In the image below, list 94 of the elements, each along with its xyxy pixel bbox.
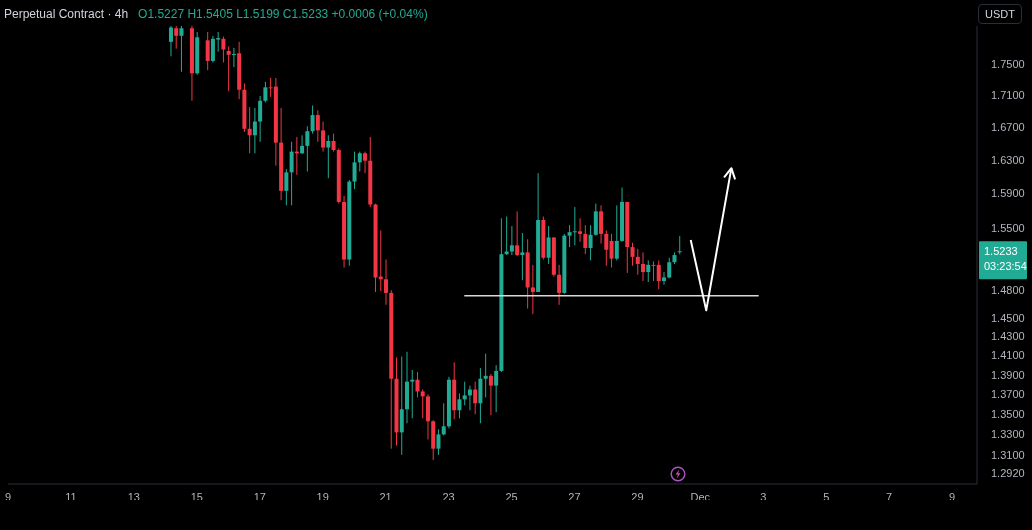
candlestick — [593, 203, 598, 237]
y-tick-label: 1.6300 — [991, 153, 1025, 166]
candlestick — [578, 217, 583, 243]
y-tick-label: 1.4300 — [991, 330, 1025, 343]
candlestick — [635, 248, 640, 276]
candlestick — [483, 353, 488, 398]
candlestick — [530, 264, 535, 315]
candlestick — [646, 259, 651, 283]
y-tick-label: 1.6700 — [991, 121, 1025, 134]
candlestick — [363, 151, 368, 174]
y-tick-label: 1.3100 — [991, 448, 1025, 461]
candlestick — [252, 107, 257, 154]
candlestick — [515, 210, 520, 257]
x-tick-label: 5 — [823, 490, 830, 503]
x-tick-label: 7 — [886, 490, 893, 503]
y-tick-label: 1.4100 — [991, 349, 1025, 362]
candlestick — [557, 264, 562, 306]
candlestick — [420, 388, 425, 419]
candlestick — [221, 36, 226, 63]
candlestick — [399, 356, 404, 456]
candlestick — [572, 206, 577, 246]
candlestick — [441, 402, 446, 436]
candlestick — [614, 204, 619, 261]
candlestick — [352, 151, 357, 190]
x-tick-label: 13 — [127, 490, 140, 503]
y-tick-label: 1.5500 — [991, 221, 1025, 234]
candlestick — [310, 105, 315, 135]
chart-subtitle: O1.5227 H1.5405 L1.5199 C1.5233 +0.0006 (+0.04%) — [138, 7, 428, 21]
candlestick — [599, 204, 604, 245]
candlestick — [630, 242, 635, 267]
y-tick-label: 1.2920 — [991, 467, 1025, 480]
candlestick — [415, 371, 420, 398]
x-tick-label: 25 — [505, 490, 518, 503]
y-tick-label: 1.4800 — [991, 284, 1025, 297]
candlestick — [436, 428, 441, 456]
candlestick — [457, 392, 462, 419]
x-tick-label: 21 — [379, 490, 392, 503]
candlestick — [462, 381, 467, 406]
x-tick-label: 17 — [253, 490, 266, 503]
candlestick — [609, 233, 614, 269]
candlestick — [656, 259, 661, 290]
x-tick-label: 3 — [760, 490, 767, 503]
candlestick — [263, 81, 268, 103]
candlestick — [410, 369, 415, 419]
candlestick — [357, 151, 362, 173]
y-tick-label: 1.5900 — [991, 187, 1025, 200]
x-tick-label: 19 — [316, 490, 329, 503]
candlestick — [258, 95, 263, 143]
candlestick — [661, 271, 666, 286]
candlestick — [467, 385, 472, 411]
candlestick — [667, 257, 672, 279]
candlestick — [567, 224, 572, 248]
text: 03:23:54 — [984, 260, 1027, 273]
y-tick-label: 1.3900 — [991, 368, 1025, 381]
x-tick-label: 23 — [442, 490, 455, 503]
candlestick — [247, 106, 252, 154]
candlestick — [546, 225, 551, 265]
x-tick-label: Dec — [690, 490, 711, 503]
x-tick-label: 9 — [4, 490, 12, 503]
y-tick-label: 1.7100 — [991, 89, 1025, 102]
y-tick-label: 1.3700 — [991, 388, 1025, 401]
candlestick — [641, 251, 646, 282]
candlestick — [588, 224, 593, 261]
candlestick — [473, 381, 478, 415]
candlestick — [321, 121, 326, 153]
candlestick — [231, 47, 236, 68]
candlestick — [205, 31, 210, 71]
candlestick — [520, 232, 525, 281]
x-tick-label: 15 — [190, 490, 203, 503]
candlestick — [488, 373, 493, 416]
candlestick — [677, 235, 682, 255]
x-tick-label: 29 — [631, 490, 644, 503]
candlestick — [305, 125, 310, 173]
x-tick-label: 11 — [65, 490, 77, 503]
y-tick-label: 1.4500 — [991, 311, 1025, 324]
text: 1.5233 — [984, 245, 1018, 258]
candlestick — [289, 141, 294, 206]
y-tick-label: 1.7500 — [991, 57, 1025, 70]
candlestick — [494, 364, 499, 413]
candlestick — [226, 45, 231, 92]
y-tick-label: 1.3300 — [991, 428, 1025, 441]
candlestick — [284, 168, 289, 206]
x-tick-label: 27 — [568, 490, 581, 503]
candlestick — [300, 134, 305, 155]
candlestick — [604, 229, 609, 267]
y-axis-title: USDT — [978, 4, 1022, 24]
candlestick — [509, 225, 514, 256]
candlestick — [384, 259, 389, 306]
chart-title: Perpetual Contract · 4h — [4, 7, 129, 21]
candlestick — [326, 134, 331, 179]
x-tick-label: 9 — [949, 490, 956, 503]
candlestick — [315, 109, 320, 143]
candlestick — [583, 224, 588, 255]
y-tick-label: 1.3500 — [991, 408, 1025, 421]
